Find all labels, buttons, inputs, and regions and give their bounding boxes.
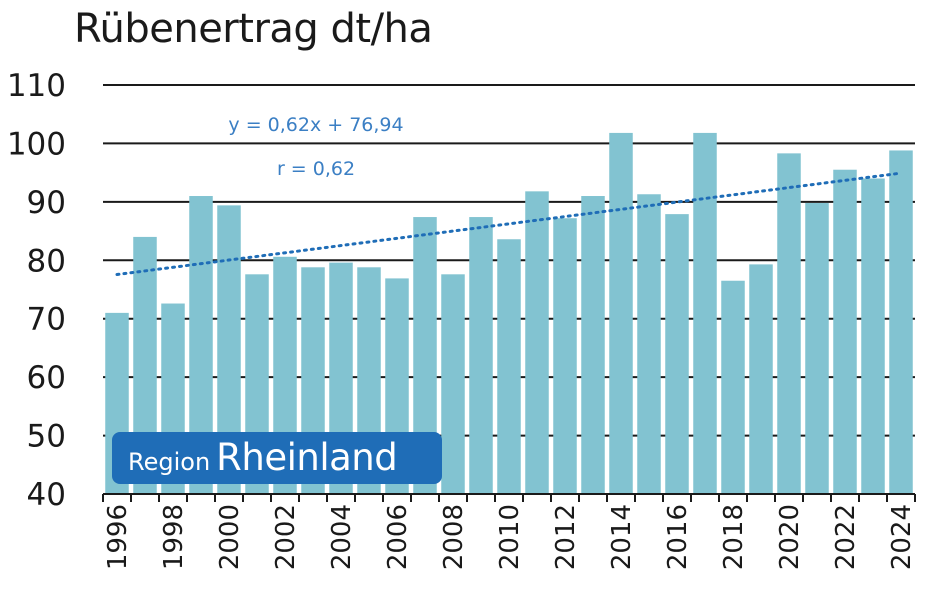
y-axis: 40 50 60 70 80 90 100 110 <box>7 68 66 513</box>
y-tick-label: 110 <box>7 68 66 104</box>
bar-2011 <box>525 191 549 494</box>
x-tick-label: 2002 <box>271 504 301 570</box>
bar-2000 <box>217 205 241 494</box>
x-tick-label: 2004 <box>327 504 357 570</box>
bar-2022 <box>833 169 857 494</box>
x-tick-label: 2006 <box>383 504 413 570</box>
bar-2014 <box>609 132 633 494</box>
y-tick-label: 70 <box>27 302 66 338</box>
bar-1999 <box>189 196 213 494</box>
region-badge-name: Rheinland <box>216 436 398 479</box>
x-tick-label: 1996 <box>103 504 133 570</box>
region-badge: Region Rheinland <box>112 432 442 484</box>
bar-2010 <box>497 239 521 494</box>
bar-2024 <box>889 150 913 494</box>
region-badge-label: Region <box>128 448 211 476</box>
x-tick-label: 2016 <box>663 504 693 570</box>
bar-2017 <box>693 132 717 494</box>
x-axis: 1996 1998 2000 2002 2004 2006 2008 2010 2012 2014… <box>102 493 917 570</box>
x-tick-label: 2024 <box>887 504 917 570</box>
bar-2018 <box>721 280 745 494</box>
chart-title: Rübenertrag dt/ha <box>74 6 433 52</box>
bar-2007 <box>413 217 437 494</box>
x-tick-label: 2010 <box>495 504 525 570</box>
bar-2016 <box>665 214 689 494</box>
bar-2020 <box>777 153 801 494</box>
y-tick-label: 80 <box>27 243 66 279</box>
x-tick-label: 2012 <box>551 504 581 570</box>
y-tick-label: 40 <box>27 477 66 513</box>
trend-line <box>115 171 903 277</box>
x-tick-label: 2018 <box>719 504 749 570</box>
bar-2019 <box>749 264 773 494</box>
bar-2012 <box>553 218 577 494</box>
x-tick-label: 2020 <box>775 504 805 570</box>
x-tick-label: 2014 <box>607 504 637 570</box>
bar-2008 <box>441 274 465 494</box>
y-tick-label: 50 <box>27 419 66 455</box>
x-tick-label: 2008 <box>439 504 469 570</box>
bar-2015 <box>637 194 661 495</box>
annotation-correlation: r = 0,62 <box>277 158 355 180</box>
bar-2023 <box>861 178 885 494</box>
annotations: y = 0,62x + 76,94 r = 0,62 <box>228 114 403 180</box>
x-tick-label: 1998 <box>159 504 189 570</box>
y-tick-label: 90 <box>27 185 66 221</box>
x-tick-label: 2022 <box>831 504 861 570</box>
bar-2013 <box>581 196 605 494</box>
trendline <box>115 171 903 277</box>
x-tick-label: 2000 <box>215 504 245 570</box>
y-tick-label: 100 <box>7 126 66 162</box>
y-tick-label: 60 <box>27 360 66 396</box>
bar-1997 <box>133 236 157 494</box>
bar-2009 <box>469 217 493 494</box>
annotation-equation: y = 0,62x + 76,94 <box>228 114 403 136</box>
bar-2021 <box>805 203 829 495</box>
